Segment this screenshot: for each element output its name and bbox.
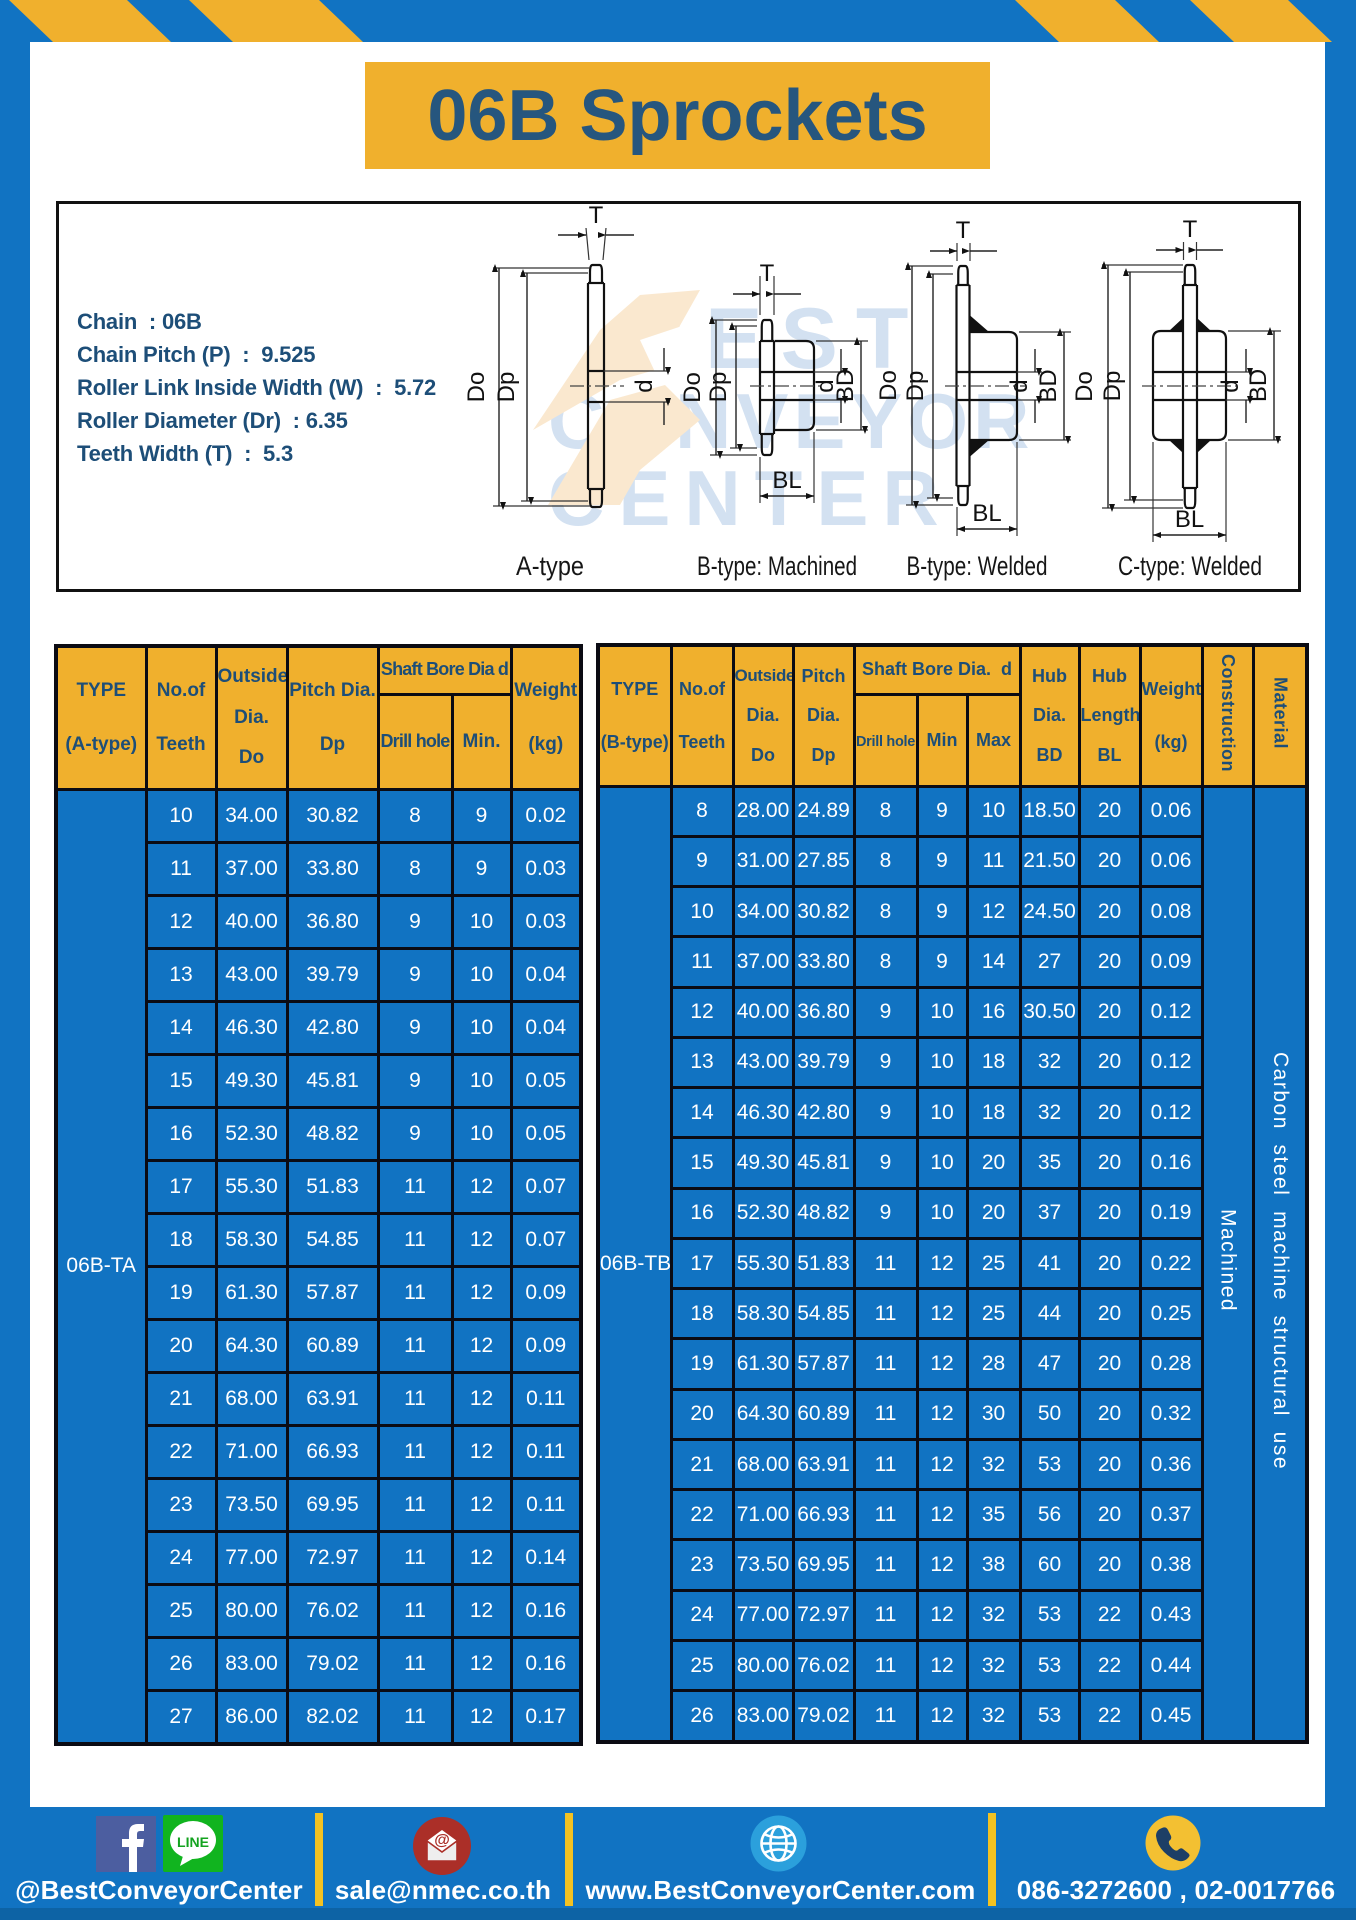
svg-text:Dp: Dp — [902, 371, 929, 402]
svg-text:BD: BD — [832, 369, 859, 402]
svg-text:LINE: LINE — [177, 1834, 209, 1850]
svg-text:d: d — [812, 379, 839, 392]
svg-text:Do: Do — [679, 372, 706, 403]
svg-text:Dp: Dp — [493, 372, 520, 403]
svg-text:T: T — [956, 217, 971, 244]
svg-text:Do: Do — [1071, 371, 1098, 402]
svg-text:d: d — [1217, 379, 1244, 392]
svg-text:C-type: Welded: C-type: Welded — [1118, 551, 1262, 581]
svg-text:Dp: Dp — [1099, 371, 1126, 402]
svg-text:BL: BL — [1175, 506, 1204, 533]
svg-text:Do: Do — [875, 370, 902, 401]
svg-text:T: T — [1183, 216, 1198, 243]
svg-text:BD: BD — [1035, 369, 1062, 402]
svg-text:d: d — [631, 379, 658, 392]
svg-text:Do: Do — [463, 372, 490, 403]
svg-text:BD: BD — [1245, 369, 1272, 402]
svg-text:T: T — [760, 260, 775, 287]
svg-text:A-type: A-type — [516, 551, 584, 581]
svg-text:T: T — [589, 202, 604, 229]
svg-text:B-type: Machined: B-type: Machined — [697, 551, 857, 581]
svg-text:BL: BL — [772, 467, 801, 494]
svg-text:Dp: Dp — [705, 372, 732, 403]
svg-text:BL: BL — [972, 500, 1001, 527]
svg-text:@: @ — [434, 1832, 450, 1849]
svg-text:d: d — [1006, 379, 1033, 392]
svg-text:B-type: Welded: B-type: Welded — [907, 551, 1048, 581]
